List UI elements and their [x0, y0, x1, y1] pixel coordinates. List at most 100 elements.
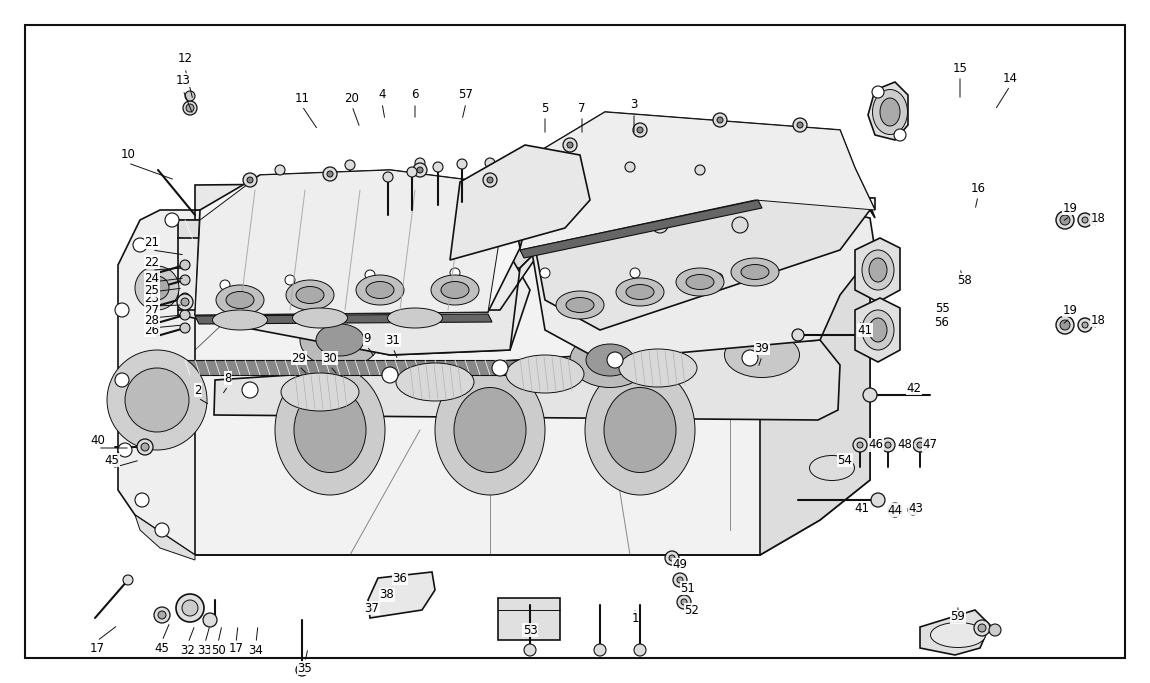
Text: 39: 39 [754, 342, 769, 354]
Circle shape [652, 217, 668, 233]
Polygon shape [178, 240, 549, 355]
Circle shape [1060, 215, 1070, 225]
Circle shape [908, 505, 918, 515]
Circle shape [115, 303, 129, 317]
Circle shape [888, 503, 902, 517]
Polygon shape [450, 145, 590, 260]
Circle shape [989, 624, 1000, 636]
Text: 28: 28 [145, 313, 160, 326]
Text: 40: 40 [91, 434, 106, 447]
Circle shape [365, 270, 375, 280]
Circle shape [1060, 320, 1070, 330]
Ellipse shape [862, 250, 894, 290]
Polygon shape [530, 180, 875, 330]
Circle shape [872, 86, 884, 98]
Circle shape [135, 266, 179, 310]
Circle shape [177, 294, 193, 310]
Circle shape [181, 298, 189, 306]
Circle shape [115, 373, 129, 387]
Circle shape [974, 620, 990, 636]
Circle shape [382, 217, 398, 233]
Polygon shape [920, 610, 990, 655]
Circle shape [857, 442, 862, 448]
Circle shape [450, 268, 460, 278]
Polygon shape [530, 195, 875, 360]
Ellipse shape [862, 310, 894, 350]
Text: 49: 49 [673, 559, 688, 572]
Circle shape [637, 127, 643, 133]
Circle shape [434, 162, 443, 172]
Text: 41: 41 [858, 324, 873, 337]
Text: 57: 57 [459, 89, 474, 102]
Text: 16: 16 [971, 182, 986, 195]
Text: 34: 34 [248, 643, 263, 656]
Text: 56: 56 [935, 316, 950, 329]
Circle shape [186, 104, 194, 112]
Text: 3: 3 [630, 98, 638, 111]
Circle shape [133, 238, 147, 252]
Ellipse shape [585, 365, 695, 495]
Polygon shape [854, 298, 900, 362]
Circle shape [135, 493, 150, 507]
Circle shape [677, 577, 683, 583]
Circle shape [413, 163, 427, 177]
Circle shape [242, 382, 258, 398]
Polygon shape [196, 180, 871, 250]
Text: 27: 27 [145, 303, 160, 316]
Text: 48: 48 [897, 438, 912, 451]
Text: 21: 21 [145, 236, 160, 249]
Circle shape [871, 493, 886, 507]
Text: 22: 22 [145, 255, 160, 268]
Ellipse shape [294, 387, 366, 473]
Circle shape [472, 217, 488, 233]
Text: 36: 36 [392, 572, 407, 585]
Circle shape [486, 177, 493, 183]
Circle shape [141, 443, 150, 451]
Circle shape [407, 167, 417, 177]
Text: 45: 45 [154, 641, 169, 654]
Polygon shape [760, 210, 871, 555]
Text: 15: 15 [952, 61, 967, 74]
Circle shape [886, 442, 891, 448]
Circle shape [713, 273, 723, 283]
Text: 59: 59 [951, 611, 966, 624]
Circle shape [673, 573, 687, 587]
Ellipse shape [930, 622, 986, 647]
Text: 12: 12 [177, 51, 192, 64]
Circle shape [181, 260, 190, 270]
Circle shape [345, 160, 355, 170]
Circle shape [695, 165, 705, 175]
Circle shape [183, 101, 197, 115]
Circle shape [567, 142, 573, 148]
Circle shape [382, 367, 398, 383]
Circle shape [164, 213, 179, 227]
Text: 38: 38 [380, 589, 394, 602]
Circle shape [681, 599, 687, 605]
Text: 11: 11 [294, 92, 309, 104]
Ellipse shape [286, 280, 334, 310]
Ellipse shape [626, 285, 654, 300]
Ellipse shape [731, 258, 779, 286]
Circle shape [1082, 322, 1088, 328]
Text: 30: 30 [323, 352, 337, 365]
Circle shape [1082, 217, 1088, 223]
Circle shape [1078, 213, 1092, 227]
Text: 7: 7 [578, 102, 585, 115]
Ellipse shape [616, 278, 664, 306]
Circle shape [383, 172, 393, 182]
Ellipse shape [810, 456, 854, 481]
Circle shape [292, 217, 308, 233]
Ellipse shape [454, 387, 526, 473]
Circle shape [917, 442, 923, 448]
Circle shape [892, 507, 898, 513]
Circle shape [176, 594, 204, 622]
Circle shape [733, 217, 748, 233]
Circle shape [632, 123, 647, 137]
Text: 18: 18 [1090, 313, 1105, 326]
Circle shape [716, 117, 723, 123]
Circle shape [978, 624, 986, 632]
Polygon shape [155, 210, 871, 555]
Ellipse shape [431, 275, 480, 305]
Circle shape [1078, 318, 1092, 332]
Text: 55: 55 [935, 301, 950, 314]
